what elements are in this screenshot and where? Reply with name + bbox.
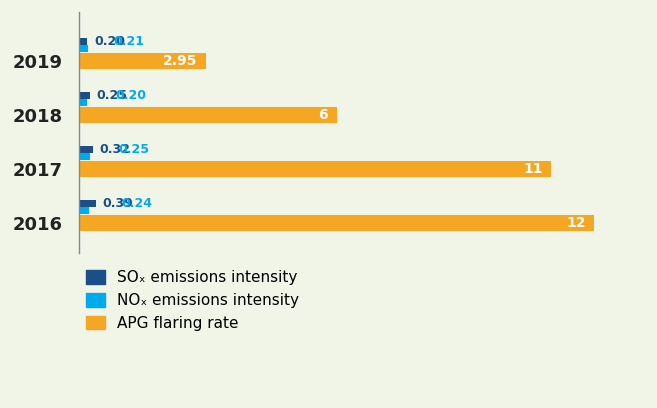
Bar [79,207,89,214]
Bar [79,215,595,231]
Text: 0.32: 0.32 [99,143,130,156]
Bar [79,53,206,69]
Text: 0.24: 0.24 [122,197,152,210]
Text: 0.25: 0.25 [118,143,149,156]
Text: 0.25: 0.25 [96,89,127,102]
Text: 0.20: 0.20 [116,89,147,102]
Legend: SOₓ emissions intensity, NOₓ emissions intensity, APG flaring rate: SOₓ emissions intensity, NOₓ emissions i… [87,270,299,331]
Bar [79,92,89,99]
Text: 0.39: 0.39 [102,197,133,210]
Text: 11: 11 [523,162,543,176]
Bar [79,45,88,52]
Text: 0.20: 0.20 [94,35,125,48]
Bar [79,146,93,153]
Bar [79,107,336,123]
Text: 6: 6 [319,108,328,122]
Text: 12: 12 [566,216,586,230]
Bar [79,153,89,160]
Bar [79,161,551,177]
Bar [79,200,96,207]
Bar [79,99,87,106]
Text: 2.95: 2.95 [162,54,197,68]
Text: 0.21: 0.21 [113,35,144,48]
Bar [79,38,87,44]
